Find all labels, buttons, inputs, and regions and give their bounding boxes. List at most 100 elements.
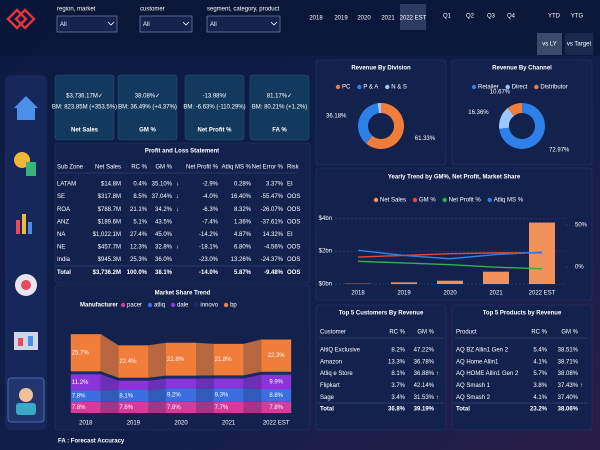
compare-option[interactable]: vs Target	[567, 42, 592, 48]
quarter-option[interactable]: Q2	[466, 14, 475, 20]
year-option[interactable]: 2018	[309, 16, 323, 22]
slice-label: 16.36%	[468, 110, 489, 116]
trend-arrow: ↑	[436, 371, 439, 377]
year-option[interactable]: 2021	[381, 16, 395, 22]
table-cell: 16.40%	[231, 194, 252, 200]
segment-label: 9.3%	[215, 393, 229, 399]
legend-label: Atliq MS %	[494, 198, 524, 204]
table-total: 36.8%	[388, 407, 406, 413]
ribbon-segment	[118, 401, 149, 413]
table-cell: -4.56%	[264, 245, 284, 251]
table-cell: 37.43%	[558, 383, 579, 389]
table-cell: 45.0%	[155, 232, 173, 238]
donut-slice	[499, 102, 545, 149]
table-cell: NE	[57, 245, 65, 251]
ribbon-link	[243, 374, 262, 389]
table-cell: ROA	[57, 207, 70, 213]
ribbon-segment	[70, 401, 101, 413]
legend-label: Direct	[512, 85, 528, 91]
table-cell: $1,022.1M	[93, 232, 121, 238]
table-total: $3,736.2M	[93, 270, 121, 276]
panel	[315, 304, 447, 431]
ribbon-segment	[166, 378, 196, 389]
filter-dropdown[interactable]	[206, 15, 281, 33]
compare-option[interactable]: vs LY	[542, 42, 557, 48]
table-total: -14.0%	[199, 270, 219, 276]
legend-label: GM %	[419, 198, 436, 204]
segment-label: 7.8%	[167, 405, 181, 411]
table-cell: $788.7M	[98, 207, 121, 213]
table-cell: $945.3M	[98, 257, 121, 263]
table-cell: 14.32%	[263, 232, 284, 238]
bar	[391, 282, 417, 284]
year-option[interactable]: 2022 EST	[400, 16, 427, 22]
table-cell: 3.4%	[391, 395, 405, 401]
table-cell: AQ Smash 2	[456, 395, 491, 401]
ribbon-link	[100, 401, 119, 413]
legend-label: pacer	[127, 303, 142, 309]
panel	[451, 304, 593, 431]
legend-swatch	[534, 84, 539, 90]
panel-title: Yearly Trend by GM%, Net Profit, Market …	[388, 175, 521, 181]
table-cell: 13.26%	[231, 257, 252, 263]
table-cell: OOS	[287, 194, 300, 200]
segment-label: 22.8%	[167, 357, 185, 363]
filter-value: All	[60, 22, 67, 28]
ribbon-segment	[261, 339, 292, 372]
kpi-value: -13.98%!	[202, 94, 226, 100]
quarter-option[interactable]: Q1	[443, 14, 452, 20]
table-cell: 34.2%	[155, 207, 173, 213]
table-cell: 5.4%	[533, 348, 547, 354]
quarter-option[interactable]: Q4	[507, 14, 516, 20]
legend-swatch	[170, 302, 176, 308]
selected-year-box	[400, 4, 426, 30]
table-total: 100.0%	[127, 270, 148, 276]
table-cell: 13.3%	[388, 359, 406, 365]
segment-label: 21.8%	[215, 357, 233, 363]
ribbon-segment	[213, 375, 244, 379]
period-option[interactable]: YTG	[571, 14, 584, 20]
kpi-label: Net Sales	[71, 128, 99, 134]
donut-slice	[499, 107, 514, 129]
ribbon-link	[100, 334, 119, 378]
kpi-benchmark: BM: 823.85M (+353.5%)	[52, 105, 117, 111]
table-cell: $317.8M	[98, 194, 121, 200]
table-cell: 38.08%	[558, 371, 579, 377]
table-cell: OOS	[287, 257, 300, 263]
segment-label: 7.7%	[215, 405, 229, 411]
legend-label: N & S	[391, 85, 407, 91]
dropdown-chevron	[107, 21, 115, 26]
legend-swatch	[373, 197, 379, 203]
ribbon-link	[100, 390, 119, 402]
table-cell: $457.7M	[98, 245, 121, 251]
ribbon-segment	[213, 378, 244, 389]
table-cell: -24.37%	[261, 257, 284, 263]
panel-title: Market Share Trend	[155, 291, 211, 297]
legend-title: Manufacturer	[80, 303, 119, 309]
table-header: GM %	[155, 165, 172, 171]
table-cell: 36.88%	[414, 371, 435, 377]
x-tick-label: 2019	[397, 291, 411, 297]
table-cell: 1.36%	[234, 219, 252, 225]
kpi-card	[249, 74, 310, 141]
legend-label: Distributor	[540, 85, 567, 91]
trend-arrow: ↓	[176, 182, 179, 188]
donut-slice	[507, 103, 522, 116]
ribbon-link	[196, 388, 214, 402]
table-cell: 4.1%	[533, 395, 547, 401]
kpi-benchmark: BM: 36.49% (+4.37%)	[118, 105, 177, 111]
period-option[interactable]: YTD	[548, 14, 561, 20]
quarter-option[interactable]: Q3	[487, 14, 496, 20]
panel-title: Profit and Loss Statement	[145, 149, 219, 155]
trend-arrow: ↓	[176, 194, 179, 200]
filter-dropdown[interactable]	[56, 15, 118, 33]
table-header: Net Profit %	[186, 165, 219, 171]
year-option[interactable]: 2020	[357, 16, 371, 22]
x-tick-label: 2019	[127, 421, 141, 427]
year-option[interactable]: 2019	[334, 16, 348, 22]
ribbon-link	[243, 371, 262, 379]
ribbon-link	[243, 388, 262, 402]
slice-label: 36.18%	[326, 114, 347, 120]
filter-dropdown[interactable]	[139, 15, 193, 33]
table-cell: 0.28%	[234, 182, 252, 188]
